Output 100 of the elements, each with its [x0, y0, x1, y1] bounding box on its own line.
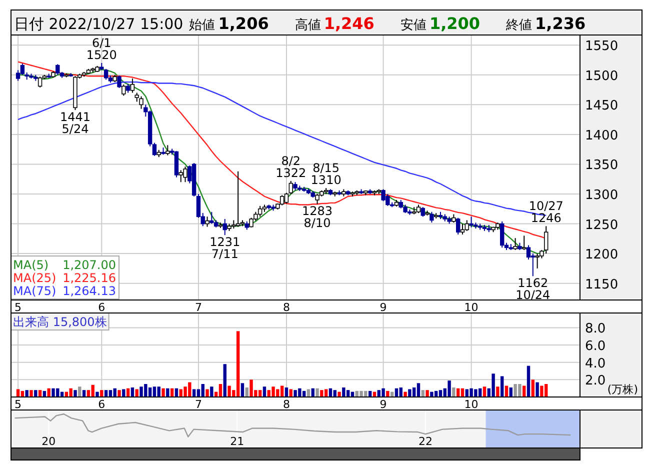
- text: MA(25) 1,225.16: [13, 271, 116, 285]
- bar: [152, 386, 156, 397]
- y-tick-label: 1550: [585, 39, 618, 54]
- bar: [522, 386, 526, 397]
- bar: [52, 388, 55, 397]
- candlestick: [183, 166, 188, 183]
- candlestick: [205, 216, 210, 228]
- x-tick-label: 8: [282, 398, 290, 411]
- candlestick: [456, 217, 460, 235]
- y-tick-label: 2.0: [585, 374, 606, 389]
- bar: [496, 386, 500, 397]
- text: 高値 1,246: [294, 14, 374, 33]
- candlestick: [139, 96, 144, 110]
- annotation: 1283 8/10: [302, 204, 333, 230]
- candlestick: [210, 211, 214, 224]
- candlestick: [258, 205, 262, 218]
- bar: [500, 376, 504, 397]
- bar: [218, 384, 222, 397]
- bar: [192, 389, 196, 397]
- x-tick-label: 10: [464, 301, 478, 314]
- bar: [236, 331, 240, 397]
- bar: [426, 390, 429, 397]
- candlestick: [526, 244, 531, 260]
- y-tick-label: 1200: [585, 248, 618, 263]
- x-tick-label: 6: [98, 301, 106, 314]
- candlestick: [117, 74, 122, 88]
- annotation: 1162 10/24: [516, 276, 550, 302]
- y-tick-label: 6.0: [585, 339, 606, 354]
- candlestick: [122, 84, 126, 96]
- candlestick: [430, 211, 434, 224]
- bar: [536, 382, 539, 397]
- x-tick-label: 7: [194, 398, 202, 411]
- y-axis-title: (万株): [607, 383, 638, 396]
- candlestick: [174, 150, 179, 178]
- candlestick: [38, 76, 42, 88]
- y-tick-label: 1450: [585, 98, 618, 114]
- bar: [289, 389, 292, 397]
- bar: [210, 386, 214, 397]
- bar: [324, 389, 328, 397]
- text: 始値 1,206: [189, 14, 269, 33]
- annotation: 10/27 1246: [528, 199, 564, 226]
- candlestick: [284, 192, 289, 204]
- bar: [69, 388, 72, 397]
- candlestick: [288, 180, 293, 194]
- bar: [430, 392, 434, 397]
- bar: [404, 392, 407, 397]
- bar: [96, 392, 99, 397]
- candlestick: [130, 78, 135, 94]
- bar: [25, 390, 28, 397]
- bar: [338, 392, 341, 397]
- bar: [135, 389, 138, 397]
- bar: [342, 387, 346, 397]
- annotation: 8/2 1322: [276, 154, 306, 180]
- candlestick: [522, 235, 526, 250]
- annotation: 6/1 1520: [86, 36, 117, 62]
- y-tick-label: 1150: [585, 277, 618, 292]
- bar: [382, 388, 385, 397]
- candlestick: [460, 223, 465, 235]
- bar: [452, 387, 456, 397]
- candlestick: [166, 144, 170, 156]
- y-tick-label: 1500: [585, 68, 618, 84]
- text: MA(5) 1,207.00: [13, 258, 116, 272]
- annotation: 1231 7/11: [210, 235, 240, 262]
- bar: [223, 364, 226, 397]
- candlestick: [104, 68, 108, 80]
- text: 安値 1,200: [400, 14, 480, 33]
- x-tick-label: 21: [230, 435, 244, 448]
- y-tick-label: 1400: [585, 128, 618, 144]
- bar: [122, 389, 126, 397]
- candlestick: [236, 170, 240, 228]
- bar: [416, 383, 420, 397]
- bar: [448, 380, 451, 397]
- bar: [526, 366, 530, 397]
- chart-title: 日付 2022/10/27 15:00: [14, 15, 184, 33]
- bar: [47, 388, 50, 397]
- candlestick: [56, 64, 60, 76]
- bar: [504, 386, 508, 397]
- bar: [162, 388, 165, 397]
- x-tick-label: 9: [380, 398, 387, 411]
- bar: [386, 390, 390, 397]
- y-tick-label: 1300: [585, 188, 618, 203]
- y-tick-label: 1350: [585, 158, 618, 174]
- bar: [316, 388, 319, 397]
- bar: [408, 389, 412, 397]
- bar: [531, 380, 535, 397]
- bar: [540, 386, 544, 397]
- candlestick: [420, 206, 425, 218]
- bar: [78, 386, 82, 397]
- bar: [320, 390, 324, 397]
- y-tick-label: 8.0: [585, 322, 606, 337]
- bar: [118, 390, 121, 397]
- candlestick: [464, 220, 470, 232]
- bar: [30, 390, 33, 397]
- bar: [201, 384, 204, 397]
- bar: [465, 389, 469, 397]
- chart-title: 出来高 15,800株: [13, 315, 107, 329]
- bar: [157, 386, 160, 397]
- text: 終値 1,236: [505, 14, 586, 33]
- x-tick-label: 5: [14, 398, 22, 411]
- candlestick: [222, 218, 227, 236]
